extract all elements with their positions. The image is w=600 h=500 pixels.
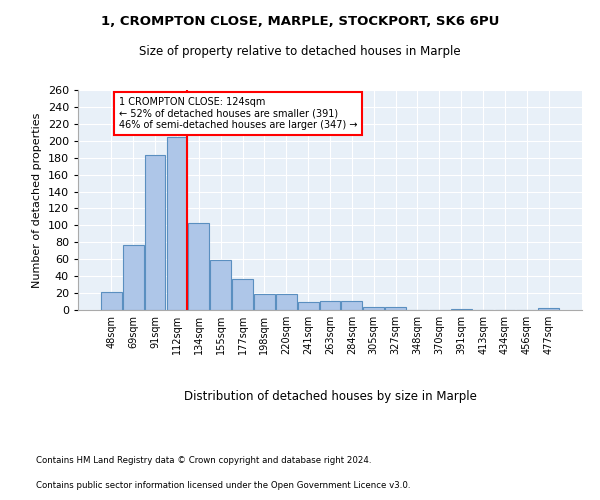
Bar	[276, 294, 296, 310]
Bar	[341, 300, 362, 310]
Text: Distribution of detached houses by size in Marple: Distribution of detached houses by size …	[184, 390, 476, 403]
Bar	[320, 300, 340, 310]
Bar	[451, 309, 472, 310]
Bar	[385, 308, 406, 310]
Text: Contains public sector information licensed under the Open Government Licence v3: Contains public sector information licen…	[36, 481, 410, 490]
Text: Contains HM Land Registry data © Crown copyright and database right 2024.: Contains HM Land Registry data © Crown c…	[36, 456, 371, 465]
Bar	[145, 155, 166, 310]
Text: 1 CROMPTON CLOSE: 124sqm
← 52% of detached houses are smaller (391)
46% of semi-: 1 CROMPTON CLOSE: 124sqm ← 52% of detach…	[119, 97, 358, 130]
Bar	[167, 138, 187, 310]
Text: 1, CROMPTON CLOSE, MARPLE, STOCKPORT, SK6 6PU: 1, CROMPTON CLOSE, MARPLE, STOCKPORT, SK…	[101, 15, 499, 28]
Bar	[538, 308, 559, 310]
Bar	[254, 294, 275, 310]
Bar	[123, 245, 143, 310]
Bar	[298, 302, 319, 310]
Bar	[101, 292, 122, 310]
Y-axis label: Number of detached properties: Number of detached properties	[32, 112, 42, 288]
Bar	[188, 223, 209, 310]
Bar	[210, 260, 231, 310]
Text: Size of property relative to detached houses in Marple: Size of property relative to detached ho…	[139, 45, 461, 58]
Bar	[232, 278, 253, 310]
Bar	[364, 308, 384, 310]
